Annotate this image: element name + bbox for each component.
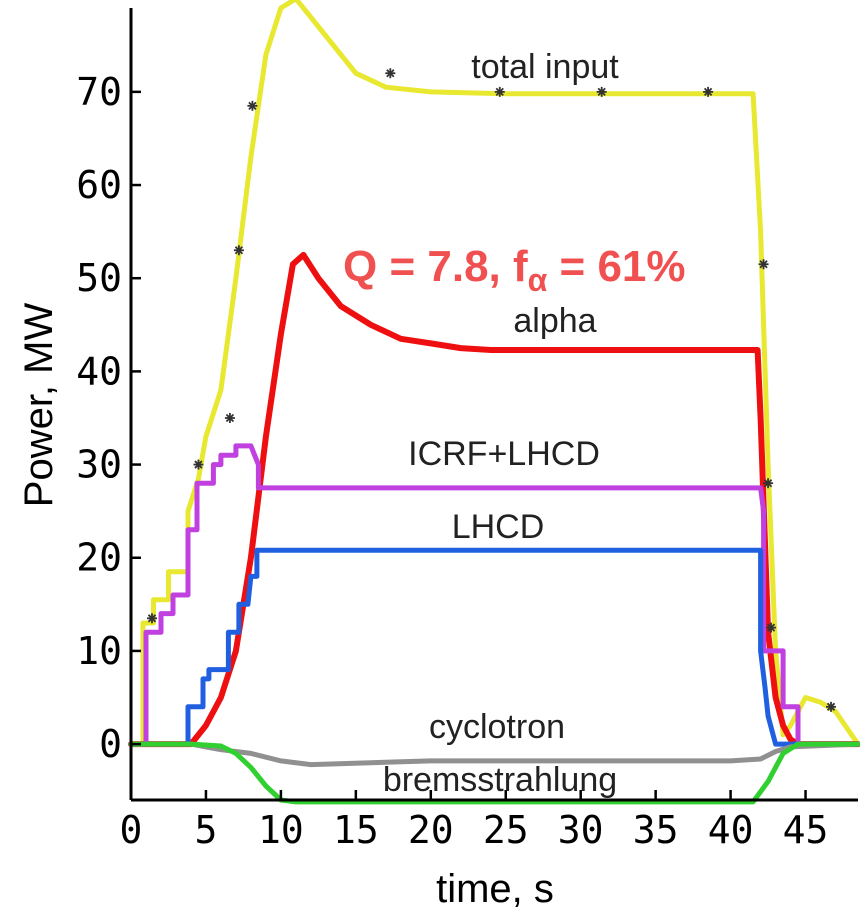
x-tick-label: 5 bbox=[195, 808, 218, 852]
total-input-marker bbox=[759, 259, 769, 269]
x-tick-label: 20 bbox=[408, 808, 454, 852]
total-input-marker bbox=[225, 413, 235, 423]
total-input-marker bbox=[385, 68, 395, 78]
total-input-marker bbox=[766, 623, 776, 633]
total-input-marker bbox=[193, 460, 203, 470]
x-axis-label: time, s bbox=[436, 867, 554, 911]
total-input-marker bbox=[147, 613, 157, 623]
total-input-marker bbox=[703, 87, 713, 97]
annotation-subscript: α bbox=[528, 262, 548, 298]
y-tick-label: 10 bbox=[76, 629, 122, 673]
total-input-marker bbox=[826, 702, 836, 712]
y-tick-label: 60 bbox=[76, 163, 122, 207]
y-tick-label: 50 bbox=[76, 256, 122, 300]
x-tick-label: 25 bbox=[483, 808, 529, 852]
y-tick-label: 20 bbox=[76, 536, 122, 580]
series-line-2 bbox=[131, 446, 858, 744]
series-label-1: alpha bbox=[513, 302, 596, 340]
series-labels: total input alpha ICRF+LHCD LHCD cyclotron br… bbox=[383, 48, 619, 799]
series-line-1 bbox=[131, 255, 858, 744]
total-input-marker bbox=[763, 478, 773, 488]
x-tick-label: 40 bbox=[708, 808, 754, 852]
total-input-marker bbox=[495, 87, 505, 97]
series-label-3: LHCD bbox=[452, 508, 545, 546]
x-tick-label: 15 bbox=[333, 808, 379, 852]
x-tick-label: 0 bbox=[120, 808, 143, 852]
total-input-marker bbox=[234, 245, 244, 255]
x-tick-label: 30 bbox=[558, 808, 604, 852]
y-tick-label: 30 bbox=[76, 443, 122, 487]
x-tick-label: 10 bbox=[258, 808, 304, 852]
series-label-5: bremsstrahlung bbox=[383, 761, 617, 799]
y-tick-label: 0 bbox=[99, 722, 122, 766]
annotation-suffix: = 61% bbox=[547, 242, 685, 291]
series-label-0: total input bbox=[471, 48, 619, 86]
series-layer bbox=[131, 0, 858, 802]
total-input-marker bbox=[597, 87, 607, 97]
x-tick-label: 35 bbox=[633, 808, 679, 852]
annotation-prefix: Q = 7.8, f bbox=[343, 242, 528, 291]
series-label-4: cyclotron bbox=[429, 708, 565, 746]
q-annotation: Q = 7.8, fα = 61% bbox=[343, 242, 686, 298]
axes-layer bbox=[131, 8, 858, 800]
series-label-2: ICRF+LHCD bbox=[408, 435, 600, 473]
x-tick-label: 45 bbox=[783, 808, 829, 852]
y-tick-label: 70 bbox=[76, 70, 122, 114]
y-tick-label: 40 bbox=[76, 349, 122, 393]
y-axis-label: Power, MW bbox=[17, 303, 61, 508]
